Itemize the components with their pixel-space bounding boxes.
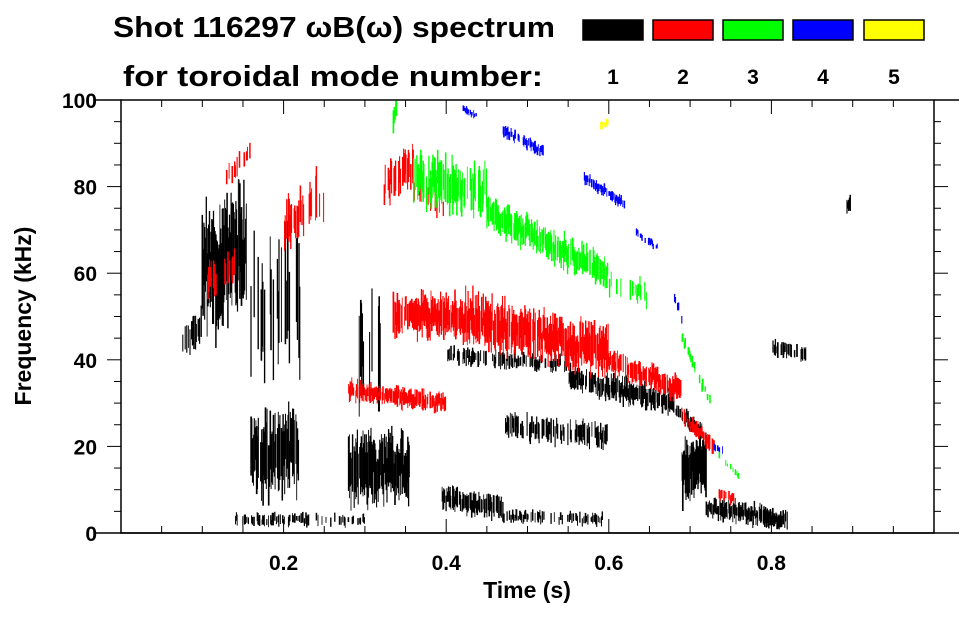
legend-swatch-mode-2 [652, 19, 714, 41]
y-tick-label: 0 [85, 523, 97, 546]
band-mode-1-0 [182, 305, 202, 355]
band-mode-1-3 [250, 401, 300, 506]
legend-swatch-mode-3 [722, 19, 784, 41]
band-mode-2-9 [681, 408, 715, 455]
y-tick-label: 100 [62, 90, 97, 113]
chart-title: Shot 116297 ωB(ω) spectrum [113, 12, 555, 44]
y-tick-label: 40 [74, 350, 97, 373]
band-mode-1-13 [705, 496, 788, 530]
legend-swatch-mode-4 [792, 19, 854, 41]
band-mode-2-2 [283, 166, 325, 252]
series-mode-5 [600, 118, 609, 130]
band-mode-2-6 [392, 289, 463, 342]
x-tick-label: 0.4 [432, 552, 462, 575]
band-mode-1-16 [846, 194, 851, 214]
band-mode-4-5 [713, 443, 723, 454]
band-mode-2-0 [207, 248, 236, 300]
band-mode-2-8 [608, 350, 682, 402]
y-tick-label: 20 [74, 436, 97, 459]
series-mode-4 [462, 105, 723, 454]
band-mode-2-4 [383, 143, 414, 206]
y-tick-label: 80 [74, 177, 97, 200]
band-mode-4-4 [673, 293, 683, 324]
legend-label-mode-4: 4 [817, 66, 829, 89]
band-mode-1-6 [441, 485, 504, 521]
legend-label-mode-2: 2 [677, 66, 689, 89]
band-mode-3-0 [392, 100, 398, 134]
band-mode-4-2 [583, 172, 626, 209]
x-tick-label: 0.2 [269, 552, 298, 575]
band-mode-4-0 [462, 105, 477, 119]
band-mode-3-2 [486, 196, 609, 289]
band-mode-1-15 [235, 511, 365, 528]
band-mode-1-12 [681, 426, 707, 511]
y-axis-label: Frequency (kHz) [10, 227, 36, 406]
x-axis-label: Time (s) [483, 577, 571, 603]
series-mode-3 [392, 100, 740, 479]
band-mode-1-1 [201, 179, 247, 348]
band-mode-2-7 [461, 285, 609, 379]
legend-label-mode-3: 3 [747, 66, 759, 89]
x-tick-label: 0.6 [594, 552, 623, 575]
legend-swatch-mode-1 [582, 19, 644, 41]
band-mode-2-1 [225, 142, 251, 185]
legend-label-mode-1: 1 [607, 66, 619, 89]
band-mode-1-11 [505, 412, 608, 451]
band-mode-4-1 [502, 126, 544, 157]
band-mode-3-1 [412, 149, 488, 219]
series-mode-2 [207, 142, 735, 506]
series-mode-1 [182, 179, 851, 530]
x-tick-label: 0.8 [757, 552, 787, 575]
legend-label-mode-5: 5 [888, 66, 900, 89]
spectrum-marks [182, 100, 851, 530]
band-mode-1-2 [250, 220, 301, 384]
band-mode-3-3 [608, 271, 647, 310]
band-mode-3-4 [681, 333, 711, 404]
band-mode-2-10 [718, 489, 735, 506]
axes: 0.2 0.4 0.6 0.8 0 20 40 60 80 100 [62, 90, 959, 575]
legend-caption: for toroidal mode number: [123, 61, 543, 93]
band-mode-1-14 [772, 338, 807, 362]
band-mode-2-3 [348, 377, 447, 414]
legend: 1 2 3 4 5 [582, 19, 925, 89]
band-mode-1-7 [502, 509, 603, 527]
band-mode-3-5 [718, 452, 740, 479]
band-mode-5-0 [600, 118, 609, 130]
legend-swatch-mode-5 [863, 19, 925, 41]
band-mode-1-4 [347, 425, 410, 511]
band-mode-4-3 [635, 228, 658, 250]
y-tick-label: 60 [74, 263, 97, 286]
